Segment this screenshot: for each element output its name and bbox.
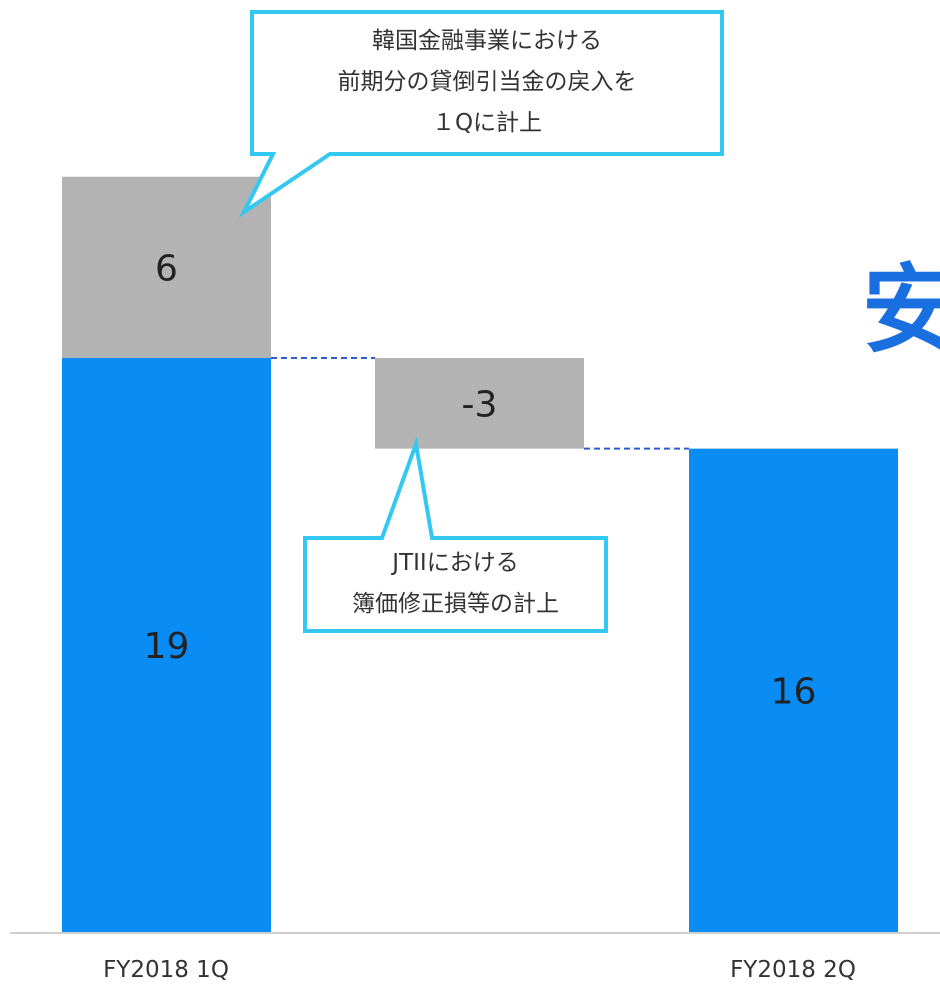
callout-top-line-1: 韓国金融事業における xyxy=(372,28,602,54)
data-label-3: -3 xyxy=(462,384,498,425)
connector-layer xyxy=(271,357,689,450)
data-label-1: 19 xyxy=(144,626,190,667)
callout-top-line-3: １Qに計上 xyxy=(431,110,543,136)
bar-segment-3 xyxy=(375,358,584,449)
callout-layer xyxy=(238,10,724,633)
bar-segment-2 xyxy=(62,176,271,359)
x-tick-label-3: FY2018 2Q xyxy=(730,957,856,983)
data-label-4: 16 xyxy=(771,671,817,712)
data-label-2: 6 xyxy=(155,248,178,289)
callout-bottom-text: JTIIにおける 簿価修正損等の計上 xyxy=(305,543,606,625)
callout-top-text: 韓国金融事業における 前期分の貸倒引当金の戻入を １Qに計上 xyxy=(252,21,722,144)
side-heading-char: 安 xyxy=(862,254,940,366)
bar-segment-1 xyxy=(62,358,271,932)
callout-box-top xyxy=(238,10,724,218)
bars-layer xyxy=(62,176,898,932)
callout-box-bottom xyxy=(303,436,608,633)
bar-segment-4 xyxy=(689,448,898,932)
value-label-layer: 19 6 -3 16 xyxy=(144,248,817,712)
callout-bottom-line-1: JTIIにおける xyxy=(392,550,519,576)
callout-bottom-line-2: 簿価修正損等の計上 xyxy=(352,591,559,617)
x-tick-label-1: FY2018 1Q xyxy=(103,957,229,983)
callout-top-line-2: 前期分の貸倒引当金の戻入を xyxy=(337,69,637,95)
